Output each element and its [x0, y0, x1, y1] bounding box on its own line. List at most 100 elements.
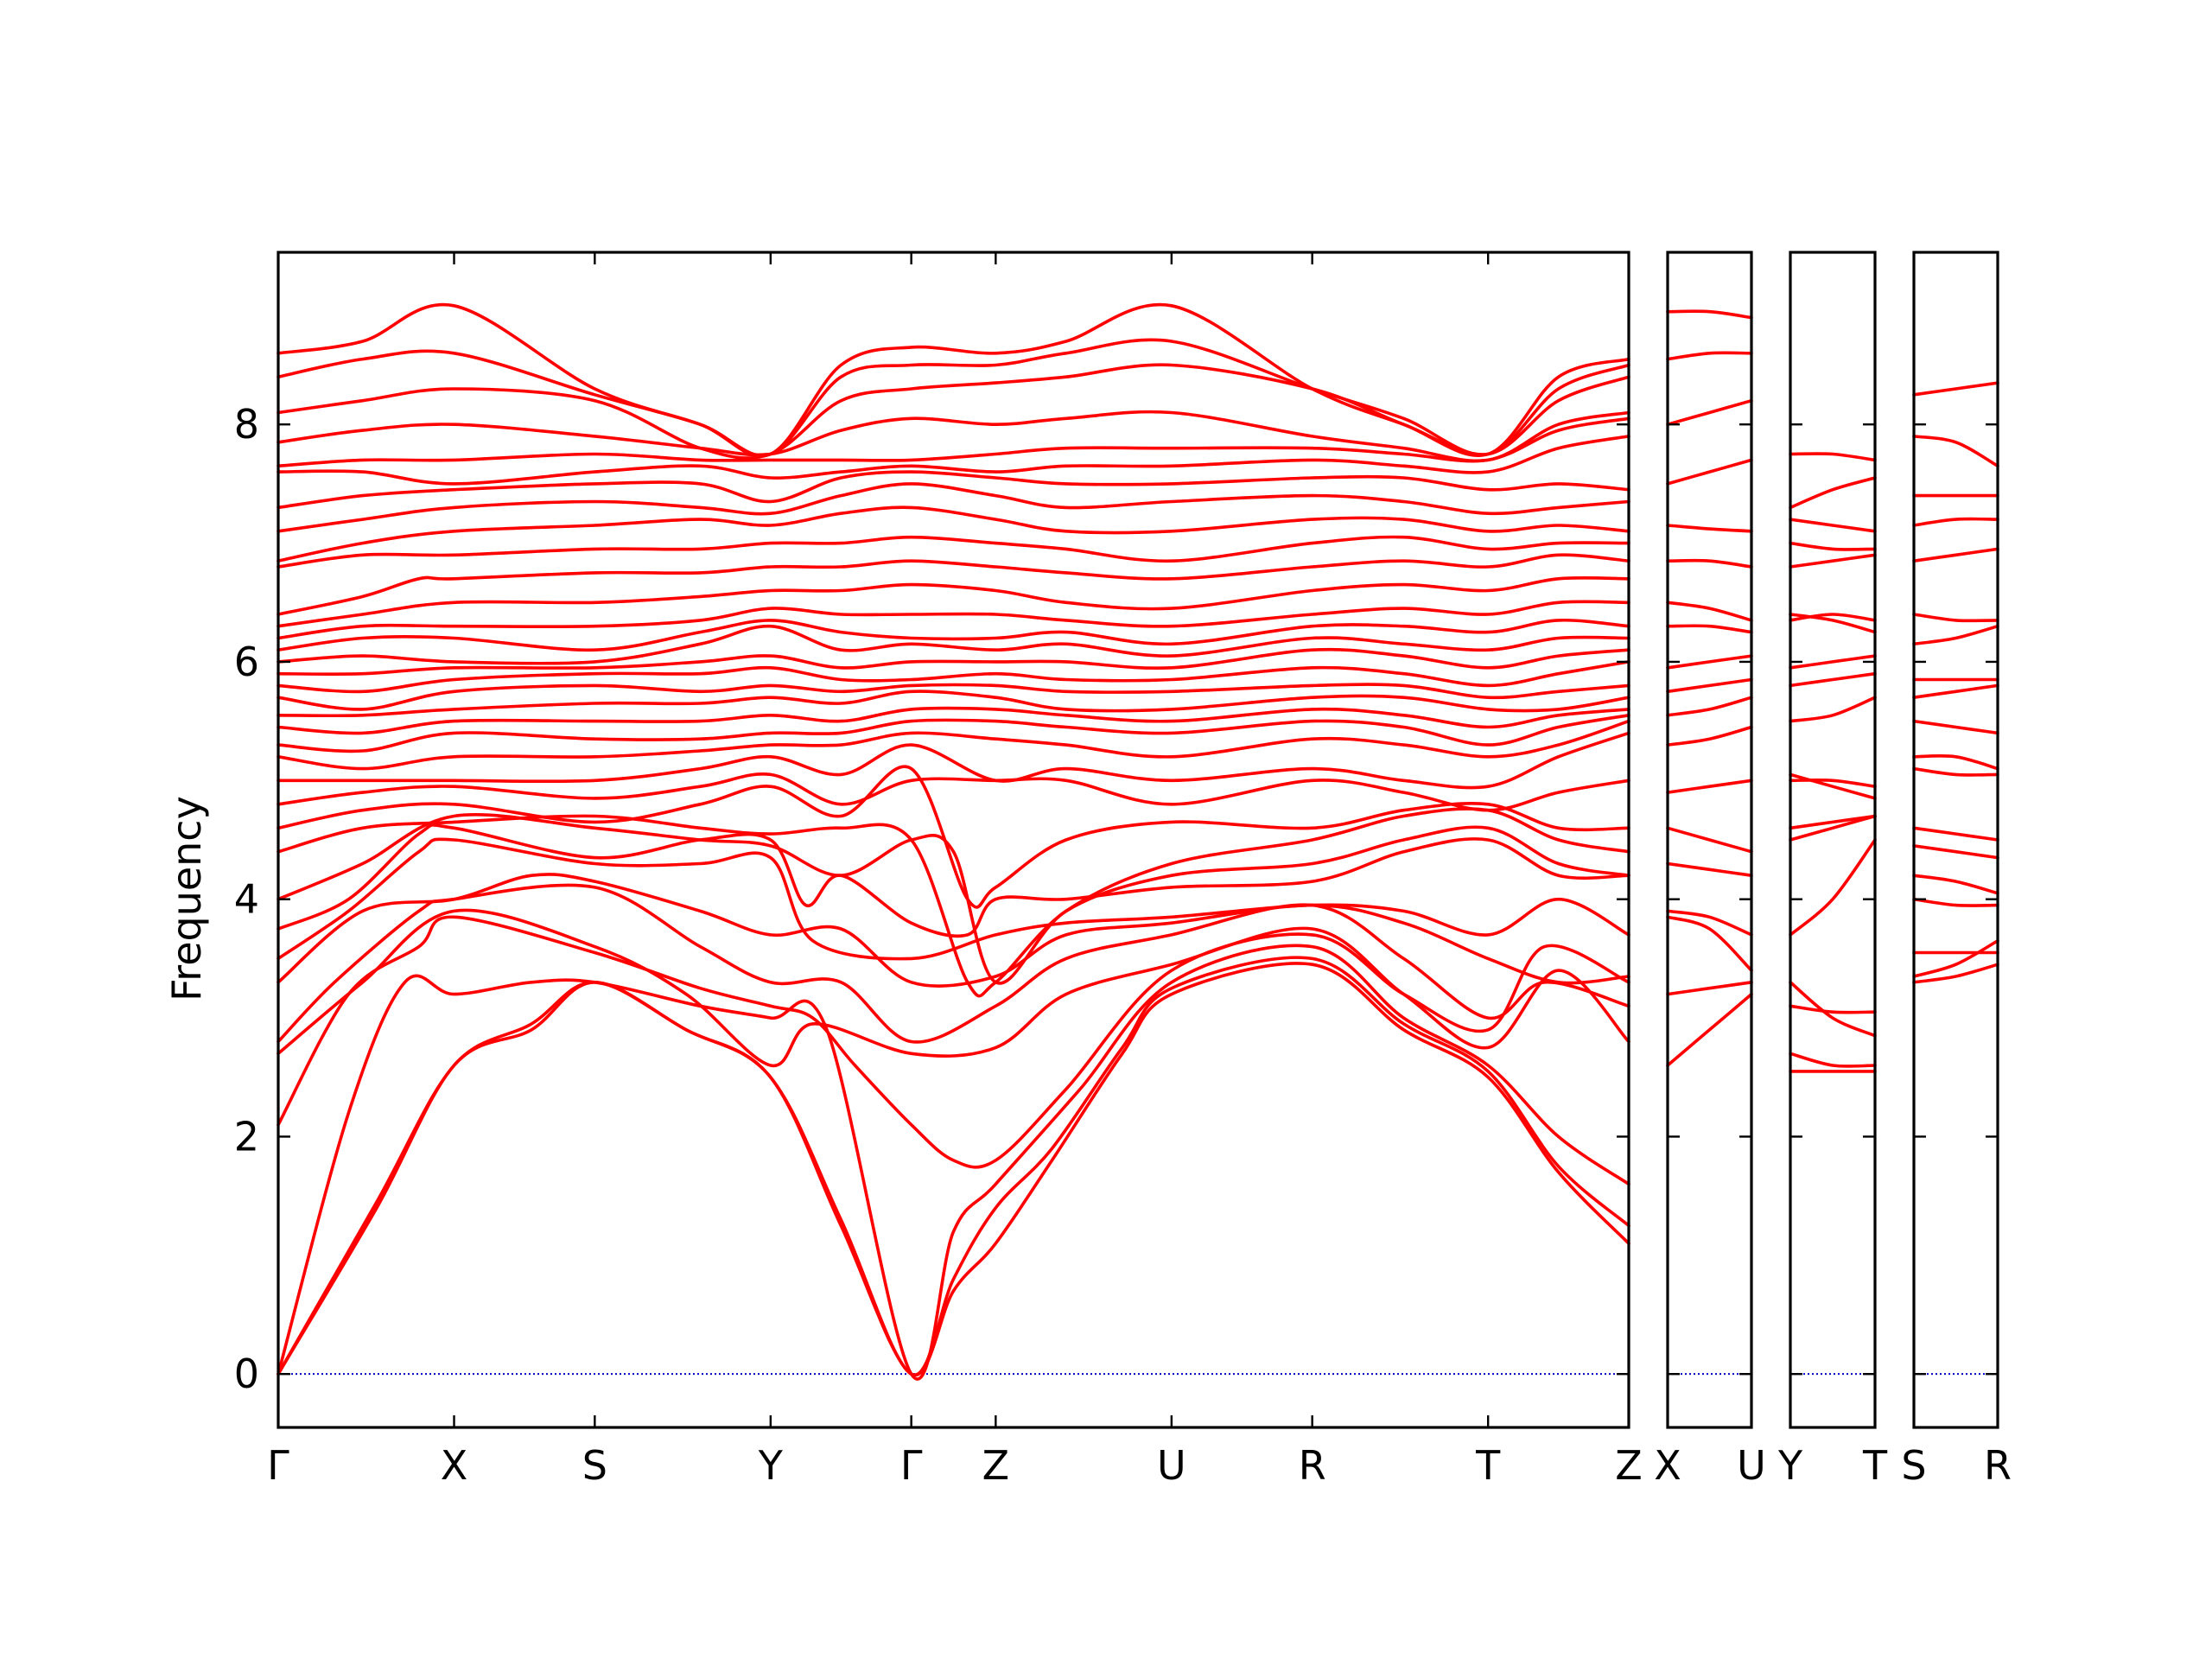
x-tick-label: S: [582, 1442, 607, 1489]
band-line-main-22: [276, 618, 1630, 652]
band-line-YT-2: [1789, 1004, 1877, 1014]
band-line-main-5: [276, 883, 1630, 1044]
band-line-XU-1: [1666, 981, 1753, 996]
y-tick-label: 8: [234, 401, 259, 448]
band-line-YT-12: [1789, 613, 1877, 622]
band-line-main-21: [276, 624, 1630, 665]
band-line-SR-3: [1912, 897, 1999, 907]
x-tick-label: Γ: [267, 1442, 289, 1489]
band-line-SR-5: [1912, 844, 1999, 860]
band-line-SR-15: [1912, 517, 1999, 527]
band-line-main-16: [276, 706, 1630, 735]
band-line-main-13: [276, 731, 1630, 790]
band-line-main-6: [276, 873, 1630, 988]
band-line-main-35: [276, 302, 1630, 458]
x-tick-label: Z: [1615, 1442, 1643, 1489]
band-line-main-29: [276, 470, 1630, 510]
band-line-main-30: [276, 435, 1630, 486]
band-line-XU-0: [1666, 992, 1753, 1067]
band-line-XU-8: [1666, 696, 1753, 717]
panel-frame: [1789, 251, 1877, 1429]
band-line-YT-11: [1789, 654, 1877, 670]
band-line-main-4: [276, 908, 1630, 1068]
band-line-SR-9: [1912, 719, 1999, 735]
band-line-XU-12: [1666, 601, 1753, 622]
band-line-main-1: [276, 956, 1630, 1376]
x-tick-label: R: [1299, 1442, 1326, 1489]
band-line-main-7: [276, 837, 1630, 961]
panel-frame: [1912, 251, 1999, 1429]
band-line-YT-10: [1789, 671, 1877, 688]
band-line-main-12: [276, 772, 1630, 812]
band-line-main-27: [276, 505, 1630, 563]
band-line-main-24: [276, 575, 1630, 628]
band-line-XU-5: [1666, 826, 1753, 854]
band-line-SR-10: [1912, 683, 1999, 699]
x-tick-label: T: [1862, 1442, 1888, 1489]
band-line-main-9: [276, 813, 1630, 985]
y-tick-label: 4: [234, 876, 259, 923]
x-tick-label: Y: [758, 1442, 784, 1489]
band-line-XU-10: [1666, 654, 1753, 670]
band-line-XU-17: [1666, 351, 1753, 361]
y-tick-label: 0: [234, 1351, 259, 1397]
band-line-main-23: [276, 600, 1630, 640]
band-line-XU-13: [1666, 558, 1753, 569]
y-tick-label: 2: [234, 1113, 259, 1160]
band-line-YT-6: [1789, 814, 1877, 830]
band-line-main-33: [276, 363, 1630, 460]
band-line-XU-11: [1666, 624, 1753, 634]
band-line-XU-18: [1666, 309, 1753, 320]
panel-frame: [1666, 251, 1753, 1429]
band-line-main-20: [276, 647, 1630, 676]
band-line-XU-3: [1666, 909, 1753, 937]
band-line-SR-18: [1912, 381, 1999, 397]
y-tick-label: 6: [234, 639, 259, 685]
band-line-YT-16: [1789, 518, 1877, 533]
band-line-YT-15: [1789, 541, 1877, 551]
x-tick-label: T: [1475, 1442, 1501, 1489]
y-axis-title: Frequency: [163, 796, 210, 1001]
band-line-SR-7: [1912, 766, 1999, 777]
band-line-YT-18: [1789, 452, 1877, 462]
band-line-YT-9: [1789, 696, 1877, 723]
x-tick-label: Γ: [900, 1442, 923, 1489]
band-line-YT-17: [1789, 476, 1877, 510]
band-line-SR-8: [1912, 753, 1999, 771]
band-line-main-25: [276, 553, 1630, 616]
panel-frame: [276, 251, 1630, 1429]
band-line-main-11: [276, 765, 1630, 909]
band-line-XU-6: [1666, 779, 1753, 794]
band-line-YT-5: [1789, 814, 1877, 842]
x-tick-label: X: [1654, 1442, 1681, 1489]
band-line-main-19: [276, 660, 1630, 694]
band-line-main-0: [276, 962, 1630, 1377]
band-line-SR-4: [1912, 874, 1999, 895]
band-line-main-14: [276, 719, 1630, 771]
x-tick-label: Z: [982, 1442, 1010, 1489]
x-tick-label: Y: [1777, 1442, 1803, 1489]
band-line-SR-17: [1912, 435, 1999, 468]
band-line-XU-15: [1666, 458, 1753, 486]
band-line-SR-6: [1912, 826, 1999, 842]
band-line-main-31: [276, 416, 1630, 468]
band-line-SR-0: [1912, 963, 1999, 984]
band-line-main-15: [276, 714, 1630, 753]
band-line-XU-2: [1666, 915, 1753, 972]
band-line-main-28: [276, 482, 1630, 533]
x-tick-label: X: [441, 1442, 468, 1489]
band-line-main-2: [276, 944, 1630, 1381]
band-line-SR-13: [1912, 613, 1999, 623]
band-line-YT-4: [1789, 838, 1877, 937]
band-line-YT-7: [1789, 779, 1877, 788]
band-line-main-17: [276, 690, 1630, 718]
band-line-XU-14: [1666, 524, 1753, 533]
band-line-main-18: [276, 683, 1630, 711]
band-line-main-32: [276, 410, 1630, 463]
x-tick-label: R: [1984, 1442, 2012, 1489]
x-tick-label: U: [1737, 1442, 1766, 1489]
band-line-XU-16: [1666, 398, 1753, 426]
